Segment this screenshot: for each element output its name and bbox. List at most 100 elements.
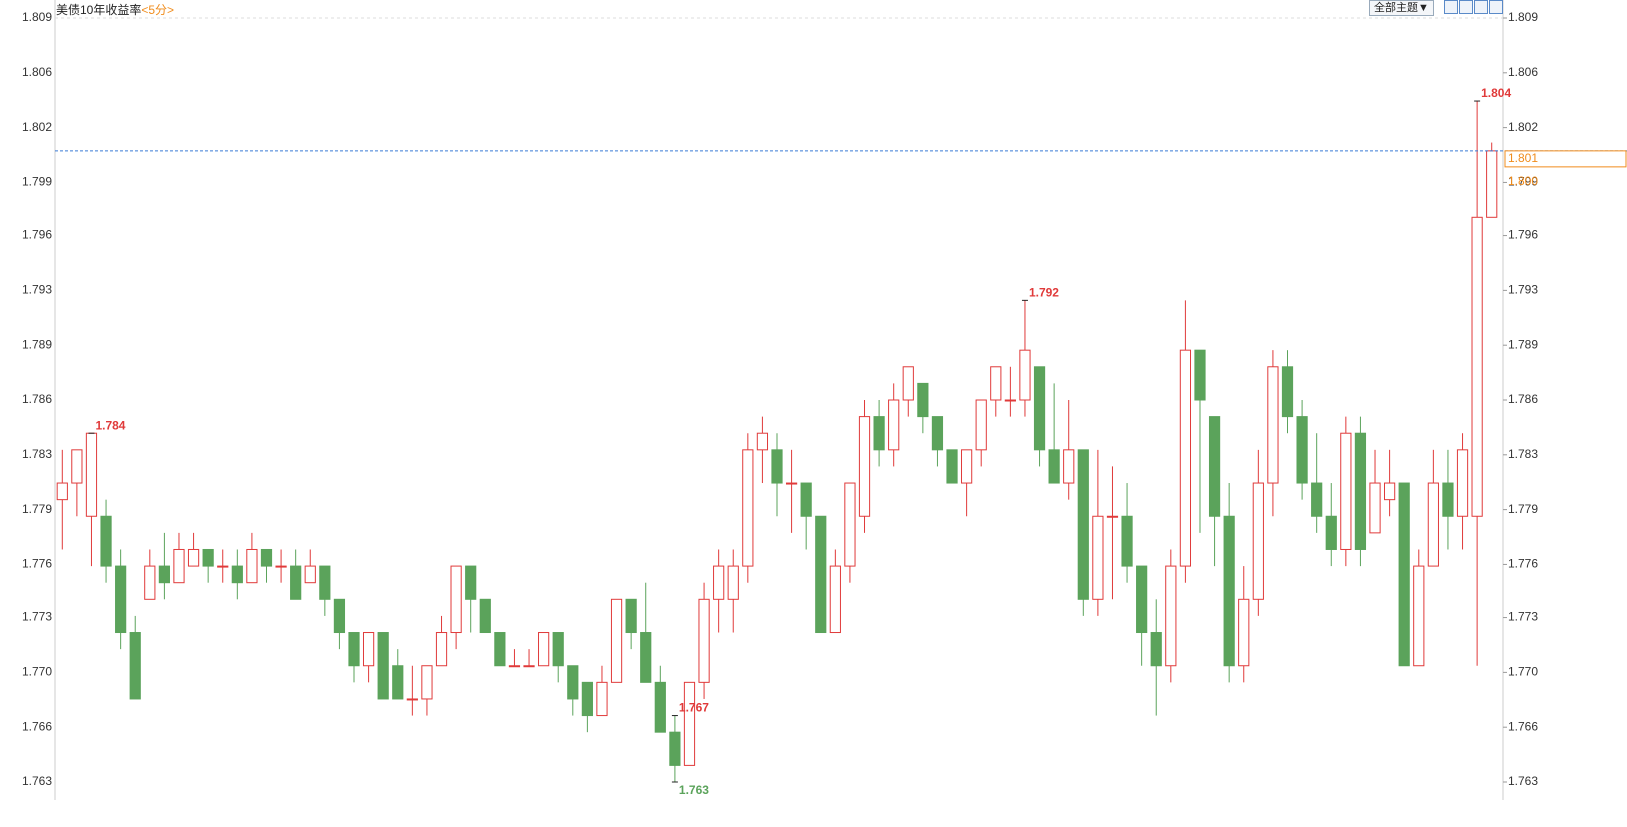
candle-body <box>873 416 885 451</box>
y-tick-label-right: 1.779 <box>1508 502 1538 516</box>
y-tick-label: 1.796 <box>22 228 52 242</box>
candle-body <box>581 681 593 717</box>
candle-body <box>1063 449 1075 484</box>
candle-body <box>479 598 491 634</box>
candle-body <box>698 598 710 683</box>
y-tick-label: 1.806 <box>22 65 52 79</box>
candle-body <box>85 432 98 517</box>
candle-body <box>625 598 637 634</box>
candle-body <box>669 731 681 766</box>
candle-body <box>465 565 477 600</box>
candle-body <box>246 548 258 584</box>
candle-body <box>392 665 404 700</box>
candle-body <box>567 665 579 700</box>
header: 美债10年收益率<5分> <box>56 1 174 18</box>
candle-body <box>115 565 127 634</box>
candle-body <box>1223 515 1235 667</box>
candle-body <box>100 515 112 567</box>
tool-icon[interactable] <box>1459 0 1473 14</box>
candle-body <box>1471 216 1483 517</box>
candle-body <box>756 432 769 451</box>
candle-body <box>1427 482 1439 567</box>
y-tick-label-right: 1.809 <box>1508 10 1538 24</box>
candle-body <box>1004 399 1016 402</box>
candle-body <box>508 665 521 668</box>
y-tick-label: 1.773 <box>22 610 52 624</box>
candle-body <box>610 598 623 683</box>
candle-body <box>1281 366 1294 418</box>
candle-body <box>1194 349 1206 401</box>
candle-body <box>946 449 958 484</box>
y-tick-label-right: 1.786 <box>1508 392 1538 406</box>
y-tick-label: 1.770 <box>22 665 52 679</box>
y-tick-label-right: 1.773 <box>1508 610 1538 624</box>
candle-body <box>1398 482 1410 667</box>
y-tick-label: 1.776 <box>22 557 52 571</box>
candle-body <box>1092 515 1104 600</box>
extreme-label: 1.792 <box>1029 286 1059 300</box>
y-tick-label-right: 1.763 <box>1508 774 1538 788</box>
candle-body <box>231 565 243 584</box>
candle-body <box>1325 515 1337 550</box>
y-tick-label-right: 1.806 <box>1508 65 1538 79</box>
tool-icon[interactable] <box>1444 0 1458 14</box>
reference-price-label: 1.800 <box>1508 174 1538 188</box>
candle-body <box>1456 449 1469 517</box>
y-tick-label-right: 1.776 <box>1508 557 1538 571</box>
y-tick-label: 1.793 <box>22 283 52 297</box>
candle-body <box>683 681 696 766</box>
candle-body <box>1413 565 1425 667</box>
candle-body <box>319 565 331 600</box>
candle-body <box>800 482 812 517</box>
tool-icon[interactable] <box>1489 0 1503 14</box>
candle-body <box>1340 432 1352 550</box>
y-tick-label-right: 1.796 <box>1508 228 1538 242</box>
y-tick-label-right: 1.783 <box>1508 447 1538 461</box>
candle-body <box>654 681 666 733</box>
y-tick-label: 1.763 <box>22 774 52 788</box>
candle-body <box>202 548 214 567</box>
candle-body <box>785 482 798 485</box>
candle-body <box>1384 482 1396 501</box>
candle-body <box>129 632 141 700</box>
candle-body <box>450 565 462 634</box>
candle-body <box>727 565 739 600</box>
candle-body <box>1150 632 1162 667</box>
candle-body <box>1077 449 1089 600</box>
candle-body <box>1048 449 1060 484</box>
candle-body <box>217 565 229 568</box>
period[interactable]: <5分> <box>141 3 175 17</box>
candle-body <box>1179 349 1192 567</box>
tool-icon[interactable] <box>1474 0 1488 14</box>
y-tick-label-right: 1.789 <box>1508 337 1538 351</box>
candle-body <box>975 399 987 451</box>
last-price-label: 1.801 <box>1508 151 1538 165</box>
y-tick-label: 1.766 <box>22 719 52 733</box>
candle-body <box>538 632 550 667</box>
candle-body <box>260 548 273 567</box>
candle-body <box>990 366 1002 401</box>
candle-body <box>494 632 506 667</box>
candle-body <box>815 515 827 634</box>
y-tick-label: 1.799 <box>22 175 52 189</box>
candle-body <box>713 565 725 600</box>
candle-body <box>829 565 841 634</box>
candle-body <box>187 548 200 567</box>
candle-body <box>406 698 418 701</box>
candle-body <box>931 416 944 451</box>
y-tick-label: 1.802 <box>22 120 52 134</box>
candle-body <box>435 632 448 667</box>
candle-body <box>844 482 856 567</box>
y-tick-label: 1.786 <box>22 392 52 406</box>
candle-body <box>902 366 914 401</box>
candle-body <box>56 482 68 501</box>
candle-body <box>421 665 433 700</box>
candle-body <box>1486 150 1498 218</box>
candle-body <box>858 416 871 517</box>
candle-body <box>275 565 287 568</box>
y-tick-label-right: 1.802 <box>1508 120 1538 134</box>
candle-body <box>173 548 185 584</box>
theme-button[interactable]: 全部主题▼ <box>1369 0 1434 16</box>
y-tick-label: 1.783 <box>22 447 52 461</box>
candle-body <box>377 632 389 700</box>
